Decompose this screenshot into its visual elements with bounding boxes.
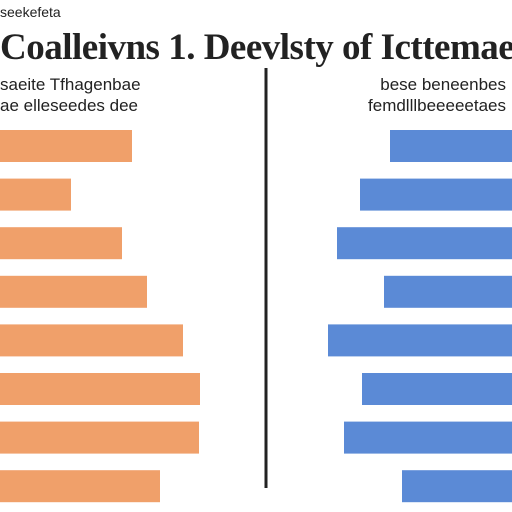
- right-subtitle-line-2: femdlllbeeeeetaes: [368, 96, 506, 115]
- right-bar-3: [337, 227, 512, 260]
- left-bar-3: [0, 227, 122, 260]
- right-subtitle-line-1: bese beneenbes: [380, 75, 506, 94]
- left-bar-6: [0, 373, 200, 405]
- right-bar-7: [344, 421, 512, 454]
- right-bar-2: [360, 178, 512, 211]
- right-bar-4: [384, 275, 512, 308]
- left-subtitle-line-1: saeite Tfhagenbae: [0, 75, 141, 94]
- left-bar-2: [0, 178, 71, 211]
- right-subtitle: bese beneenbes femdlllbeeeeetaes: [306, 74, 506, 116]
- left-bar-1: [0, 130, 132, 162]
- right-bar-5: [328, 324, 512, 357]
- left-subtitle: saeite Tfhagenbae ae elleseedes dee: [0, 74, 220, 116]
- left-bar-5: [0, 324, 183, 357]
- left-bar-4: [0, 275, 147, 308]
- right-bar-1: [390, 130, 512, 162]
- right-bar-6: [362, 373, 512, 405]
- left-subtitle-line-2: ae elleseedes dee: [0, 96, 139, 115]
- right-bar-8: [402, 470, 512, 503]
- chart-title: Coalleivns 1. Deevlsty of Icttemaen: [0, 27, 512, 68]
- left-bar-7: [0, 421, 199, 454]
- kicker-label: seekefeta: [0, 4, 61, 20]
- left-bar-8: [0, 470, 160, 503]
